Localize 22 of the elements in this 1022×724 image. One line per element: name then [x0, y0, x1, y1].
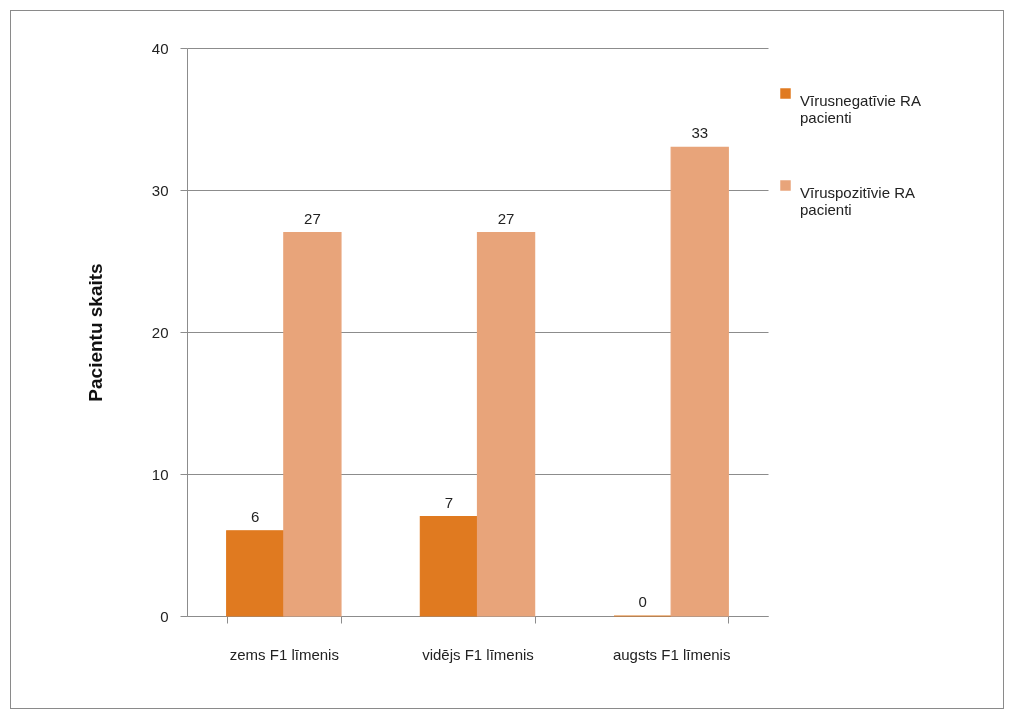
y-tick-label: 20 [151, 323, 169, 341]
x-tick-label: augsts F1 līmenis [612, 645, 731, 663]
data-label: 0 [638, 593, 647, 610]
data-label: 6 [251, 507, 260, 525]
data-label: 27 [497, 209, 515, 227]
y-tick-label: 30 [151, 181, 169, 199]
y-tick-label: 10 [151, 465, 169, 483]
bar [226, 530, 285, 617]
bar [419, 516, 479, 617]
bar [283, 232, 342, 617]
legend-label: Vīruspozitīvie RA pacienti [800, 183, 916, 218]
x-tick-label: vidējs F1 līmenis [422, 645, 534, 663]
bar [670, 146, 729, 617]
bar [476, 232, 536, 617]
legend-label: Vīrusnegatīvie RA pacienti [800, 91, 921, 126]
data-label: 27 [304, 209, 321, 227]
y-tick-label: 0 [160, 607, 169, 625]
y-axis-title: Pacientu skaits [84, 263, 106, 402]
data-label: 33 [691, 124, 709, 142]
x-tick-label: zems F1 līmenis [229, 645, 339, 663]
y-tick-label: 40 [151, 39, 169, 57]
data-label: 7 [444, 493, 454, 511]
